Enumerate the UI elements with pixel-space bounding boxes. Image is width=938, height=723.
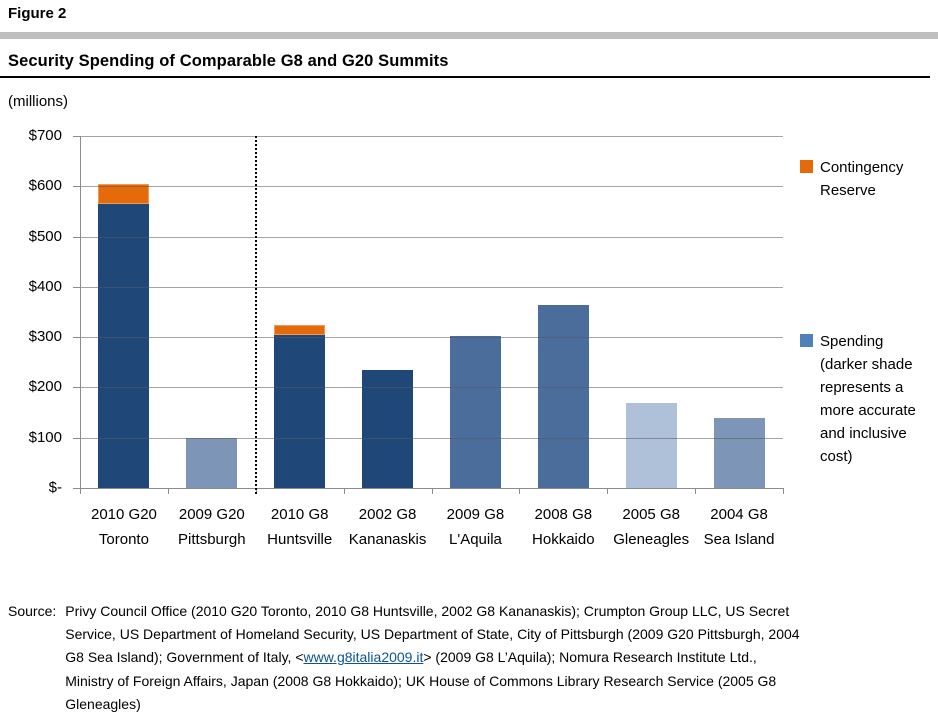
x-label-toronto: 2010 G20 Toronto	[90, 506, 157, 548]
units-label: (millions)	[8, 93, 68, 110]
bar-sea-island-spending	[713, 417, 765, 488]
source-note: Source: Privy Council Office (2010 G20 T…	[8, 600, 800, 716]
source-line-1: Privy Council Office (2010 G20 Toronto, …	[65, 603, 790, 619]
contingency-legend-label: Contingency Reserve	[820, 159, 904, 199]
source-line-3: G8 Sea Island); Government of Italy, <ww…	[65, 649, 757, 666]
x-label-huntsville: 2010 G8 Huntsville	[267, 506, 333, 548]
spending-legend-label: Spending (darker shade represents a more…	[820, 333, 916, 465]
source-text: Privy Council Office (2010 G20 Toronto, …	[65, 600, 799, 716]
x-label-gleneagles: 2005 G8 Gleneagles	[613, 506, 690, 548]
g20-g8-separator	[254, 136, 257, 494]
y-tick-$600	[73, 186, 80, 188]
bar-toronto-contingency	[98, 183, 150, 204]
y-axis-label-$100: $100	[28, 428, 62, 446]
x-tick-3	[343, 488, 345, 494]
chart-title: Security Spending of Comparable G8 and G…	[8, 52, 449, 70]
y-axis-label-$200: $200	[28, 378, 62, 396]
contingency-legend-swatch	[800, 160, 813, 173]
bar-huntsville-spending	[274, 334, 326, 488]
x-tick-1	[167, 488, 169, 494]
bar-kananaskis-spending	[362, 369, 414, 488]
x-label-pittsburgh: 2009 G20 Pittsburgh	[178, 506, 246, 548]
source-label: Source:	[8, 603, 57, 619]
x-label-hokkaido: 2008 G8 Hokkaido	[532, 506, 595, 548]
x-tick-0	[80, 488, 81, 494]
y-tick-$100	[73, 437, 80, 439]
y-tick-$200	[73, 387, 80, 389]
legend-item-spending: Spending (darker shade represents a more…	[800, 330, 932, 468]
figure-label: Figure 2	[8, 5, 67, 22]
gridline-$600	[80, 186, 783, 188]
y-tick-$700	[73, 136, 80, 137]
bar-gleneagles-spending	[625, 403, 677, 488]
source-hyperlink[interactable]: www.g8italia2009.it	[303, 649, 424, 666]
x-label-kananaskis: 2002 G8 Kananaskis	[348, 506, 427, 548]
x-label-sea-island: 2004 G8 Sea Island	[703, 506, 775, 548]
x-tick-8	[783, 488, 784, 494]
y-tick-$500	[73, 236, 80, 238]
y-axis-line	[80, 136, 81, 488]
bar-l-aquila-spending	[449, 335, 501, 488]
y-axis-label-$600: $600	[28, 177, 62, 195]
y-axis-label-$400: $400	[28, 277, 62, 295]
spending-legend-swatch	[800, 334, 813, 347]
gridline-$200	[80, 387, 783, 389]
y-axis-label-$300: $300	[28, 328, 62, 346]
x-tick-6	[607, 488, 609, 494]
y-tick-$400	[73, 286, 80, 288]
y-axis-label-$700: $700	[28, 127, 62, 144]
x-tick-5	[519, 488, 521, 494]
title-underline	[0, 76, 930, 78]
source-line-2: Service, US Department of Homeland Secur…	[65, 626, 800, 643]
gridline-$300	[80, 337, 783, 339]
x-tick-4	[431, 488, 433, 494]
gray-divider	[0, 32, 938, 39]
bar-toronto-spending	[98, 203, 150, 488]
gridline-$500	[80, 236, 783, 238]
legend-item-contingency: Contingency Reserve	[800, 156, 932, 202]
y-axis-label-$500: $500	[28, 227, 62, 245]
bar-huntsville-contingency	[274, 324, 326, 335]
y-tick-$300	[73, 337, 80, 339]
gridline-$100	[80, 437, 783, 439]
y-axis-label-$-: $-	[48, 479, 62, 496]
x-label-l-aquila: 2009 G8 L'Aquila	[446, 506, 505, 548]
source-line-4: Ministry of Foreign Affairs, Japan (2008…	[65, 672, 777, 689]
bar-pittsburgh-spending	[186, 437, 238, 488]
source-line-5: Gleneagles)	[65, 695, 141, 712]
x-tick-7	[695, 488, 697, 494]
bar-hokkaido-spending	[537, 304, 589, 488]
y-tick-$-	[73, 488, 80, 489]
gridline-$400	[80, 286, 783, 288]
gridline-$700	[80, 136, 783, 137]
